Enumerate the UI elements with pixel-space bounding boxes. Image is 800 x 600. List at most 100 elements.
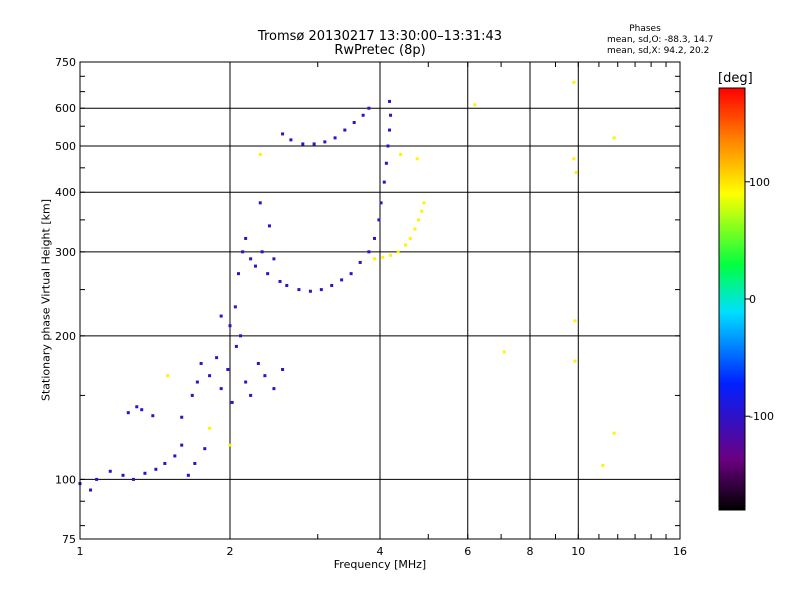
data-point-o bbox=[340, 278, 344, 282]
data-point-o bbox=[195, 380, 199, 384]
colorbar-tick-label: 100 bbox=[749, 176, 770, 189]
data-point-o bbox=[367, 250, 371, 254]
data-point-x bbox=[601, 463, 605, 467]
data-point-o bbox=[256, 361, 260, 365]
data-point-o bbox=[239, 334, 243, 338]
data-point-o bbox=[281, 367, 285, 371]
data-point-o bbox=[244, 236, 248, 240]
data-point-x bbox=[389, 253, 393, 257]
y-tick-label: 200 bbox=[55, 330, 76, 343]
data-point-x bbox=[572, 80, 576, 84]
x-tick-label: 16 bbox=[673, 545, 687, 558]
colorbar-ticks: 100 0 -100 bbox=[745, 176, 774, 423]
data-point-o bbox=[249, 393, 253, 397]
data-point-x bbox=[228, 443, 232, 447]
data-point-o bbox=[267, 224, 271, 228]
data-point-o bbox=[236, 272, 240, 276]
chart-subtitle: RwPretec (8p) bbox=[334, 43, 426, 58]
data-point-o bbox=[253, 264, 257, 268]
data-point-o bbox=[323, 140, 327, 144]
data-point-o bbox=[230, 400, 234, 404]
data-point-o bbox=[95, 477, 99, 481]
data-point-o bbox=[199, 361, 203, 365]
data-point-x bbox=[573, 359, 577, 363]
data-point-o bbox=[343, 128, 347, 132]
data-point-o bbox=[89, 488, 93, 492]
data-point-x bbox=[381, 255, 385, 259]
grid-lines bbox=[80, 62, 680, 539]
x-axis-label: Frequency [MHz] bbox=[333, 558, 427, 571]
y-tick-label: 500 bbox=[55, 140, 76, 153]
data-point-x bbox=[396, 250, 400, 254]
data-point-o bbox=[386, 144, 390, 148]
phase-stats-o-mode: mean, sd,O: -88.3, 14.7 bbox=[607, 35, 714, 45]
data-point-x bbox=[573, 319, 577, 323]
x-tick-label: 10 bbox=[571, 545, 585, 558]
data-point-o bbox=[219, 387, 223, 391]
data-point-o bbox=[186, 473, 190, 477]
data-point-o bbox=[308, 289, 312, 293]
data-point-o bbox=[249, 257, 253, 261]
data-point-o bbox=[215, 356, 219, 360]
data-point-o bbox=[272, 387, 276, 391]
data-point-x bbox=[612, 431, 616, 435]
data-point-o bbox=[260, 250, 264, 254]
data-point-x bbox=[373, 257, 377, 261]
data-point-o bbox=[219, 314, 223, 318]
y-tick-label: 600 bbox=[55, 102, 76, 115]
x-tick-label: 6 bbox=[464, 545, 471, 558]
axis-ticks: 1 2 4 6 8 10 16 75 100 200 300 400 500 600 750 bbox=[55, 56, 687, 558]
data-point-x bbox=[258, 152, 262, 156]
data-point-o bbox=[278, 279, 282, 283]
y-tick-label: 400 bbox=[55, 186, 76, 199]
data-point-o bbox=[143, 471, 147, 475]
y-tick-label: 300 bbox=[55, 246, 76, 259]
x-tick-label: 2 bbox=[227, 545, 234, 558]
data-point-o bbox=[349, 272, 353, 276]
data-point-x bbox=[166, 374, 170, 378]
data-point-o bbox=[297, 288, 301, 292]
data-point-o bbox=[377, 218, 381, 222]
data-point-o bbox=[389, 113, 393, 117]
phase-stats-x-mode: mean, sd,X: 94.2, 20.2 bbox=[607, 46, 710, 56]
data-point-x bbox=[408, 236, 412, 240]
data-point-o bbox=[228, 324, 232, 328]
chart-title: Tromsø 20130217 13:30:00–13:31:43 bbox=[257, 29, 503, 44]
data-point-o bbox=[289, 138, 293, 142]
data-point-o bbox=[263, 374, 267, 378]
data-point-o bbox=[234, 344, 238, 348]
data-point-x bbox=[574, 170, 578, 174]
data-point-o bbox=[285, 283, 289, 287]
data-point-x bbox=[399, 152, 403, 156]
data-point-o bbox=[173, 454, 177, 458]
data-point-o bbox=[361, 113, 365, 117]
y-tick-label: 100 bbox=[55, 473, 76, 486]
data-point-o bbox=[180, 443, 184, 447]
data-point-x bbox=[572, 157, 576, 161]
data-point-o bbox=[330, 283, 334, 287]
y-tick-label: 750 bbox=[55, 56, 76, 69]
data-point-x bbox=[422, 201, 426, 205]
data-point-x bbox=[208, 426, 212, 430]
x-tick-label: 4 bbox=[377, 545, 384, 558]
data-point-o bbox=[126, 411, 130, 415]
data-point-x bbox=[415, 157, 419, 161]
data-point-o bbox=[154, 467, 158, 471]
data-point-o bbox=[352, 121, 356, 125]
colorbar-tick-label: 0 bbox=[749, 293, 756, 306]
data-point-o bbox=[388, 99, 392, 103]
data-point-o bbox=[266, 272, 270, 276]
data-point-o bbox=[319, 288, 323, 292]
data-point-o bbox=[233, 305, 237, 309]
data-point-o bbox=[382, 180, 386, 184]
data-point-x bbox=[612, 136, 616, 140]
data-point-o bbox=[373, 236, 377, 240]
data-points bbox=[78, 80, 616, 492]
data-point-o bbox=[312, 142, 316, 146]
data-point-o bbox=[358, 260, 362, 264]
data-point-o bbox=[108, 469, 112, 473]
data-point-o bbox=[244, 380, 248, 384]
data-point-o bbox=[180, 415, 184, 419]
data-point-o bbox=[208, 374, 212, 378]
